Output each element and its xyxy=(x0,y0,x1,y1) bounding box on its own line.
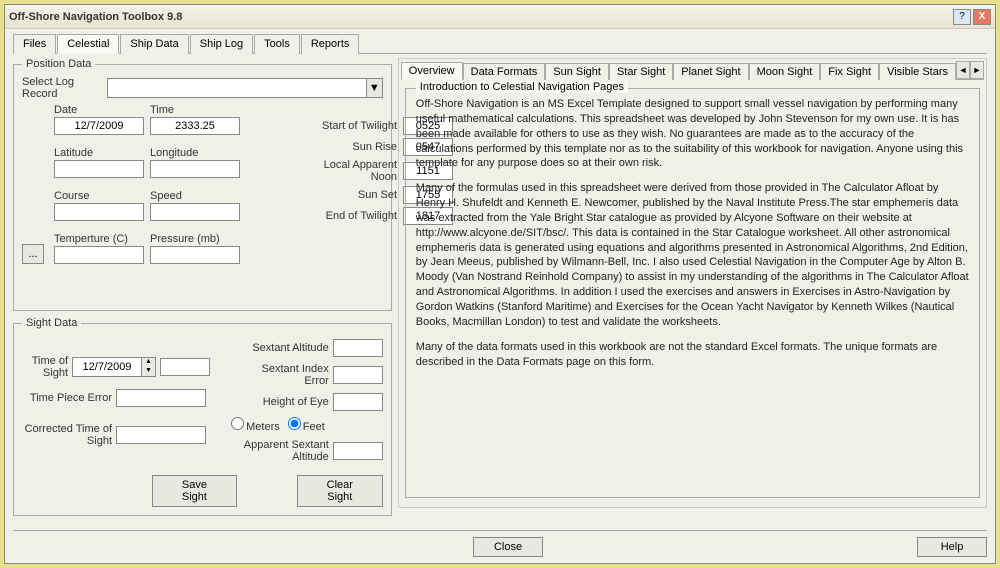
titlebar-close-button[interactable]: X xyxy=(973,9,991,25)
tab-tools[interactable]: Tools xyxy=(254,34,300,54)
subtab-overview[interactable]: Overview xyxy=(401,62,463,80)
speed-input[interactable] xyxy=(150,203,240,221)
tab-ship-data[interactable]: Ship Data xyxy=(120,34,188,54)
apparent-altitude-input[interactable] xyxy=(333,442,383,460)
time-of-sight-date[interactable]: ▲ ▼ xyxy=(72,357,156,377)
latitude-label: Latitude xyxy=(54,147,144,159)
longitude-label: Longitude xyxy=(150,147,240,159)
end-twilight-label: End of Twilight xyxy=(307,210,397,222)
ellipsis-button[interactable]: ... xyxy=(22,244,44,264)
date-label: Date xyxy=(54,104,144,116)
sub-tabs: Overview Data Formats Sun Sight Star Sig… xyxy=(401,61,984,80)
subtab-sun-sight[interactable]: Sun Sight xyxy=(545,63,609,80)
tab-scroll-right-icon[interactable]: ► xyxy=(970,61,984,79)
time-piece-error-input[interactable] xyxy=(116,389,206,407)
meters-radio[interactable] xyxy=(231,417,244,430)
intro-text: Off-Shore Navigation is an MS Excel Temp… xyxy=(416,97,969,369)
feet-radio-label[interactable]: Feet xyxy=(288,417,325,433)
intro-p2: Many of the formulas used in this spread… xyxy=(416,181,969,329)
time-piece-error-label: Time Piece Error xyxy=(22,392,112,404)
sunrise-label: Sun Rise xyxy=(307,141,397,153)
intro-p1: Off-Shore Navigation is an MS Excel Temp… xyxy=(416,97,969,171)
sextant-index-input[interactable] xyxy=(333,366,383,384)
subtab-data-formats[interactable]: Data Formats xyxy=(463,63,546,80)
save-sight-button[interactable]: Save Sight xyxy=(152,475,237,507)
tab-celestial[interactable]: Celestial xyxy=(57,34,119,54)
tab-files[interactable]: Files xyxy=(13,34,56,54)
speed-label: Speed xyxy=(150,190,240,202)
sight-data-group: Sight Data Time of Sight ▲ ▼ xyxy=(13,317,392,516)
local-noon-label: Local Apparent Noon xyxy=(307,159,397,183)
height-eye-label: Height of Eye xyxy=(263,396,329,408)
close-button[interactable]: Close xyxy=(473,537,543,557)
subtab-visible-stars[interactable]: Visible Stars xyxy=(879,63,956,80)
longitude-input[interactable] xyxy=(150,160,240,178)
time-of-sight-label: Time of Sight xyxy=(22,355,68,379)
course-input[interactable] xyxy=(54,203,144,221)
spin-down-icon[interactable]: ▼ xyxy=(142,367,155,376)
tab-reports[interactable]: Reports xyxy=(301,34,360,54)
apparent-altitude-label: Apparent Sextant Altitude xyxy=(233,439,329,463)
subtab-planet-sight[interactable]: Planet Sight xyxy=(673,63,748,80)
tab-ship-log[interactable]: Ship Log xyxy=(190,34,253,54)
sunset-label: Sun Set xyxy=(307,189,397,201)
time-input[interactable] xyxy=(150,117,240,135)
titlebar: Off-Shore Navigation Toolbox 9.8 ? X xyxy=(5,5,995,29)
main-tabs: Files Celestial Ship Data Ship Log Tools… xyxy=(13,33,987,54)
subtab-moon-sight[interactable]: Moon Sight xyxy=(749,63,821,80)
intro-p3: Many of the data formats used in this wo… xyxy=(416,340,969,370)
subtab-star-sight[interactable]: Star Sight xyxy=(609,63,673,80)
start-twilight-label: Start of Twilight xyxy=(307,120,397,132)
date-input[interactable] xyxy=(54,117,144,135)
pressure-input[interactable] xyxy=(150,246,240,264)
sextant-altitude-input[interactable] xyxy=(333,339,383,357)
position-data-group: Position Data Select Log Record ▼ ... xyxy=(13,58,392,311)
latitude-input[interactable] xyxy=(54,160,144,178)
right-panel: Overview Data Formats Sun Sight Star Sig… xyxy=(398,58,987,508)
sextant-altitude-label: Sextant Altitude xyxy=(252,342,328,354)
dropdown-arrow-icon[interactable]: ▼ xyxy=(366,79,382,97)
corrected-time-input[interactable] xyxy=(116,426,206,444)
course-label: Course xyxy=(54,190,144,202)
sight-data-legend: Sight Data xyxy=(22,317,81,329)
select-log-label: Select Log Record xyxy=(22,76,103,100)
bottom-bar: Close Help xyxy=(13,530,987,557)
sextant-index-label: Sextant Index Error xyxy=(249,363,329,387)
intro-legend: Introduction to Celestial Navigation Pag… xyxy=(416,81,628,93)
pressure-label: Pressure (mb) xyxy=(150,233,240,245)
select-log-dropdown[interactable]: ▼ xyxy=(107,78,383,98)
time-of-sight-date-field[interactable] xyxy=(73,359,141,375)
intro-box: Introduction to Celestial Navigation Pag… xyxy=(405,88,980,498)
time-label: Time xyxy=(150,104,240,116)
window-title: Off-Shore Navigation Toolbox 9.8 xyxy=(9,11,953,23)
titlebar-help-button[interactable]: ? xyxy=(953,9,971,25)
height-eye-input[interactable] xyxy=(333,393,383,411)
meters-radio-label[interactable]: Meters xyxy=(231,417,280,433)
time-of-sight-time[interactable] xyxy=(160,358,210,376)
subtab-fix-sight[interactable]: Fix Sight xyxy=(820,63,879,80)
clear-sight-button[interactable]: Clear Sight xyxy=(297,475,383,507)
main-window: Off-Shore Navigation Toolbox 9.8 ? X Fil… xyxy=(4,4,996,564)
position-data-legend: Position Data xyxy=(22,58,95,70)
help-button[interactable]: Help xyxy=(917,537,987,557)
tab-scroll-left-icon[interactable]: ◄ xyxy=(956,61,970,79)
corrected-time-label: Corrected Time of Sight xyxy=(22,423,112,447)
temperature-input[interactable] xyxy=(54,246,144,264)
temperature-label: Temperture (C) xyxy=(54,233,144,245)
spin-up-icon[interactable]: ▲ xyxy=(142,358,155,367)
feet-radio[interactable] xyxy=(288,417,301,430)
